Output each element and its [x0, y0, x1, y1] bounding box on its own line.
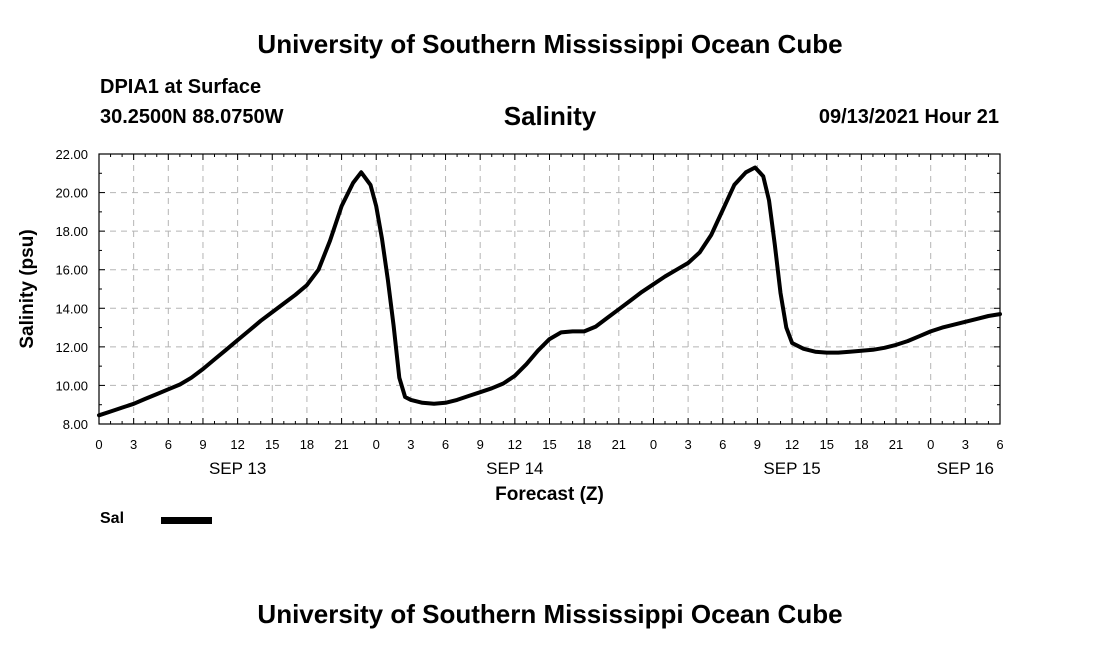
x-tick-label: 18 [577, 437, 591, 452]
x-axis-label: Forecast (Z) [495, 484, 604, 505]
x-tick-label: 6 [442, 437, 449, 452]
y-axis-label: Salinity (psu) [17, 229, 38, 348]
series-line-sal [97, 165, 1002, 418]
legend-label-sal: Sal [100, 510, 125, 527]
y-tick-label: 10.00 [55, 378, 88, 393]
x-tick-label: 0 [373, 437, 380, 452]
x-tick-label: 21 [334, 437, 348, 452]
x-tick-label: 18 [300, 437, 314, 452]
y-tick-label: 20.00 [55, 186, 88, 201]
grid-lines [99, 154, 1000, 424]
coordinates-label: 30.2500N 88.0750W [100, 106, 284, 128]
y-tick-label: 16.00 [55, 263, 88, 278]
station-label: DPIA1 at Surface [100, 76, 262, 98]
x-tick-label: 3 [684, 437, 691, 452]
x-tick-label: 9 [199, 437, 206, 452]
x-tick-label: 6 [996, 437, 1003, 452]
x-tick-label: 21 [889, 437, 903, 452]
x-tick-label: 3 [962, 437, 969, 452]
legend-swatch-sal [161, 517, 212, 524]
x-tick-label: 0 [927, 437, 934, 452]
day-label: SEP 14 [486, 459, 543, 478]
x-tick-label: 3 [407, 437, 414, 452]
y-tick-label: 22.00 [55, 147, 88, 162]
x-tick-label: 15 [265, 437, 279, 452]
forecast-datetime: 09/13/2021 Hour 21 [818, 106, 999, 128]
day-label: SEP 15 [763, 459, 820, 478]
tick-labels: 8.00 10.00 12.00 14.00 16.00 18.00 20.00 22.00 0… [55, 147, 1003, 478]
day-label: SEP 13 [209, 459, 266, 478]
variable-title: Salinity [503, 101, 597, 131]
x-tick-label: 12 [508, 437, 522, 452]
x-tick-label: 18 [854, 437, 868, 452]
page-title: University of Southern Mississippi Ocean… [257, 29, 843, 59]
x-tick-label: 0 [95, 437, 102, 452]
x-tick-label: 9 [754, 437, 761, 452]
x-tick-label: 6 [165, 437, 172, 452]
y-tick-label: 12.00 [55, 340, 88, 355]
x-tick-label: 3 [130, 437, 137, 452]
x-tick-label: 9 [477, 437, 484, 452]
x-tick-label: 21 [612, 437, 626, 452]
day-label: SEP 16 [937, 459, 994, 478]
y-tick-label: 8.00 [63, 417, 88, 432]
x-tick-label: 12 [230, 437, 244, 452]
x-tick-label: 15 [819, 437, 833, 452]
y-tick-label: 14.00 [55, 301, 88, 316]
x-tick-label: 0 [650, 437, 657, 452]
x-tick-label: 15 [542, 437, 556, 452]
x-tick-label: 6 [719, 437, 726, 452]
footer-title: University of Southern Mississippi Ocean… [257, 599, 843, 629]
y-tick-label: 18.00 [55, 224, 88, 239]
plot-frame [98, 153, 1001, 425]
x-tick-label: 12 [785, 437, 799, 452]
